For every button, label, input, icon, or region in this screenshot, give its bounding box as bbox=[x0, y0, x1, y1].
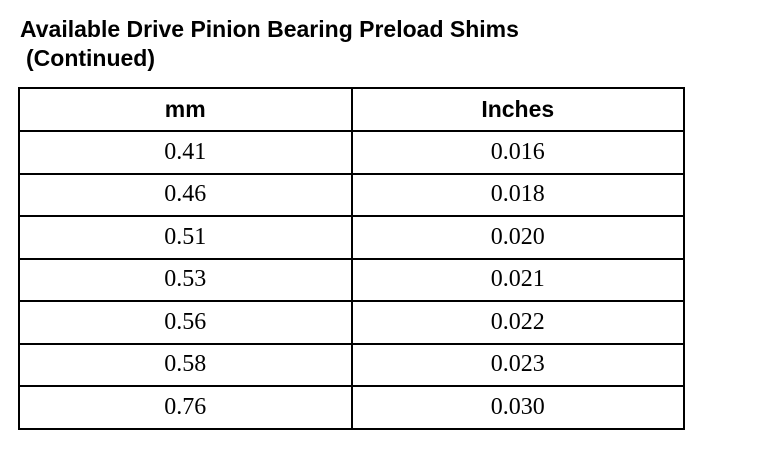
table-row: 0.56 0.022 bbox=[18, 300, 685, 345]
header-row: mm Inches bbox=[18, 87, 685, 132]
title: Available Drive Pinion Bearing Preload S… bbox=[20, 16, 519, 42]
column-header: Inches bbox=[350, 87, 685, 132]
table-cell: 0.022 bbox=[350, 300, 685, 345]
table-cell: 0.030 bbox=[350, 385, 685, 430]
table-row: 0.53 0.021 bbox=[18, 257, 685, 302]
table-header: mm Inches bbox=[18, 87, 685, 132]
table-cell: 0.58 bbox=[18, 342, 353, 387]
table-row: 0.76 0.030 bbox=[18, 385, 685, 430]
table-cell: 0.021 bbox=[350, 257, 685, 302]
column-header: mm bbox=[18, 87, 353, 132]
table-row: 0.41 0.016 bbox=[18, 130, 685, 175]
table-cell: 0.023 bbox=[350, 342, 685, 387]
table-body: 0.41 0.016 0.46 0.018 0.51 0.020 0.53 0.021 0.56… bbox=[18, 130, 685, 430]
table-cell: 0.46 bbox=[18, 172, 353, 217]
table-cell: 0.56 bbox=[18, 300, 353, 345]
table-cell: 0.76 bbox=[18, 385, 353, 430]
table-row: 0.58 0.023 bbox=[18, 342, 685, 387]
table-cell: 0.020 bbox=[350, 215, 685, 260]
table-row: 0.46 0.018 bbox=[18, 172, 685, 217]
table-cell: 0.016 bbox=[350, 130, 685, 175]
table-cell: 0.53 bbox=[18, 257, 353, 302]
shim-table: mm Inches 0.41 0.016 0.46 0.018 0.51 0.020 0.53… bbox=[18, 87, 685, 430]
title-continued: (Continued) bbox=[26, 45, 156, 71]
table-cell: 0.41 bbox=[18, 130, 353, 175]
table-cell: 0.018 bbox=[350, 172, 685, 217]
table-cell: 0.51 bbox=[18, 215, 353, 260]
table-row: 0.51 0.020 bbox=[18, 215, 685, 260]
